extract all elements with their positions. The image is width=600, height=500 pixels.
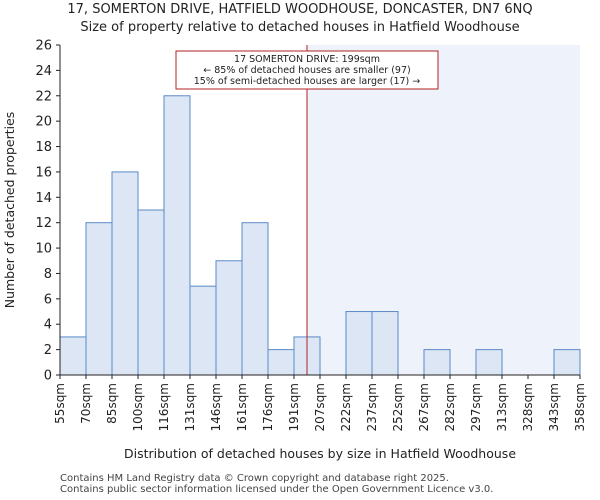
x-tick-label: 282sqm (443, 383, 457, 431)
histogram-bar (137, 209, 165, 376)
y-tick-label: 8 (44, 267, 52, 282)
x-tick-label: 176sqm (261, 383, 275, 431)
x-tick-label: 191sqm (287, 383, 301, 431)
x-tick-label: 85sqm (105, 383, 119, 424)
x-tick-label: 207sqm (313, 383, 327, 431)
histogram-bar (371, 311, 399, 376)
y-tick-label: 16 (35, 165, 52, 180)
x-tick-label: 131sqm (183, 383, 197, 431)
x-tick-label: 55sqm (53, 383, 67, 424)
annotation-line: ← 85% of detached houses are smaller (97… (203, 65, 410, 76)
y-tick-label: 4 (44, 318, 52, 333)
y-tick-label: 22 (35, 89, 52, 104)
x-tick-label: 100sqm (131, 383, 145, 431)
y-tick-label: 18 (35, 140, 52, 155)
y-tick-label: 14 (35, 191, 52, 206)
x-tick-label: 237sqm (365, 383, 379, 431)
histogram-bar (553, 349, 581, 376)
footer-licence: Contains public sector information licen… (60, 484, 494, 495)
footer-copyright: Contains HM Land Registry data © Crown c… (60, 473, 449, 484)
histogram-bar (475, 349, 503, 376)
histogram-bar (85, 222, 113, 376)
x-tick-label: 222sqm (339, 383, 353, 431)
y-tick-label: 26 (35, 39, 52, 54)
x-tick-label: 70sqm (79, 383, 93, 424)
histogram-bar (59, 336, 87, 376)
x-tick-label: 146sqm (209, 383, 223, 431)
x-tick-label: 161sqm (235, 383, 249, 431)
x-tick-label: 313sqm (495, 383, 509, 431)
annotation-line: 15% of semi-detached houses are larger (… (194, 76, 421, 87)
histogram-bar (189, 285, 217, 376)
x-axis-label: Distribution of detached houses by size … (124, 446, 516, 461)
histogram-bar (111, 171, 139, 376)
chart-subtitle: Size of property relative to detached ho… (80, 20, 520, 35)
y-tick-label: 0 (44, 369, 52, 384)
y-tick-label: 20 (35, 115, 52, 130)
annotation-box (175, 50, 439, 90)
histogram-bar (163, 95, 191, 376)
y-tick-label: 24 (35, 64, 52, 79)
chart-title: 17, SOMERTON DRIVE, HATFIELD WOODHOUSE, … (67, 2, 533, 17)
x-tick-label: 328sqm (521, 383, 535, 431)
y-tick-label: 6 (44, 292, 52, 307)
x-tick-label: 116sqm (157, 383, 171, 431)
annotation-line: 17 SOMERTON DRIVE: 199sqm (234, 54, 380, 65)
x-tick-label: 267sqm (417, 383, 431, 431)
histogram-bar (345, 311, 373, 376)
x-tick-label: 297sqm (469, 383, 483, 431)
y-tick-label: 10 (35, 242, 52, 257)
y-tick-label: 2 (44, 343, 52, 358)
x-tick-label: 252sqm (391, 383, 405, 431)
histogram-bar (423, 349, 451, 376)
y-axis-label: Number of detached properties (2, 112, 17, 309)
y-tick-label: 12 (35, 216, 52, 231)
x-tick-label: 343sqm (547, 383, 561, 431)
histogram-bar (241, 222, 269, 376)
x-tick-label: 358sqm (573, 383, 587, 431)
histogram-bar (267, 349, 295, 376)
histogram-bar (215, 260, 243, 376)
